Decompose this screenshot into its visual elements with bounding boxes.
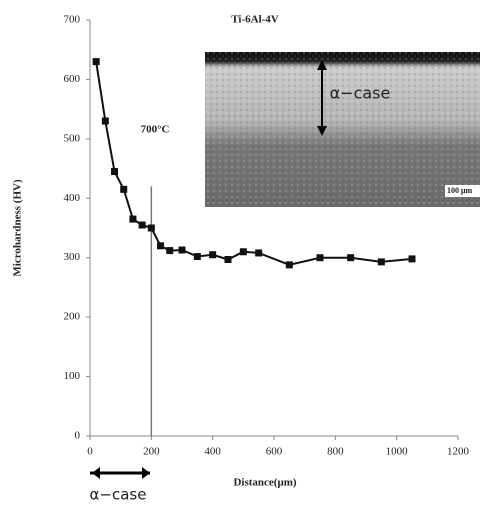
data-point [239,248,247,256]
data-point [377,258,385,266]
y-tick-label: 700 [64,14,81,26]
x-tick-label: 600 [266,446,283,458]
data-point [120,185,128,193]
data-point [224,255,232,263]
series-line [95,61,413,266]
data-point [166,247,174,255]
inset-label: α−case [330,84,391,103]
data-point [92,58,100,66]
y-tick-label: 0 [75,430,81,442]
inset-image [205,52,480,207]
y-tick-label: 500 [64,132,81,144]
x-tick-label: 200 [143,446,160,458]
data-point [101,117,109,125]
data-point [193,253,201,261]
data-point [209,251,217,259]
y-tick-label: 600 [64,73,81,85]
data-point [111,168,119,176]
data-point [147,224,155,232]
chart-title: Ti-6Al-4V [231,14,279,26]
data-point [255,249,263,257]
x-tick-label: 800 [327,446,344,458]
x-axis-label: Distance(μm) [233,477,296,489]
data-point [316,254,324,262]
data-point [285,261,293,269]
y-axis-label: Microhardness (HV) [12,179,24,277]
data-point [178,246,186,254]
data-point [138,221,146,229]
scale-bar-label: 100 μm [447,186,473,195]
y-tick-label: 100 [64,370,81,382]
x-tick-label: 1000 [386,446,409,458]
data-point [408,255,416,263]
y-tick-label: 200 [64,311,81,323]
bottom-arrow [90,467,150,479]
annotation: 700°C [141,124,170,136]
x-tick-label: 400 [204,446,221,458]
data-point [157,242,165,250]
bottom-label: α−case [90,486,147,504]
data-point [347,254,355,262]
x-tick-label: 0 [87,446,93,458]
data-point [129,215,137,223]
y-tick-label: 300 [64,251,81,263]
y-tick-label: 400 [64,192,81,204]
x-tick-label: 1200 [447,446,470,458]
